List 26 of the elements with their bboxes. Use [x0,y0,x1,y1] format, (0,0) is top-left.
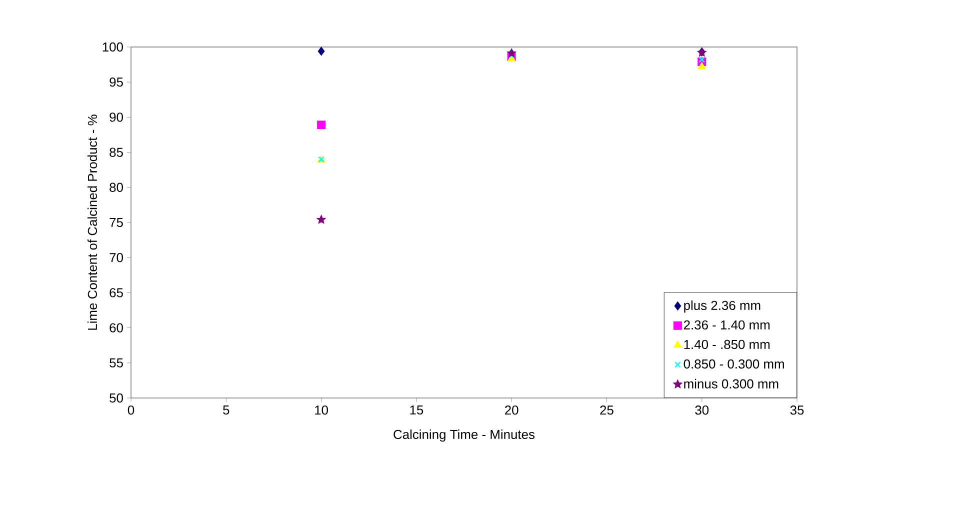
y-tick-label: 65 [110,288,123,298]
y-tick-label: 55 [110,358,123,368]
legend-label: 0.850 - 0.300 mm [684,359,784,369]
y-tick-label: 70 [110,253,123,262]
legend-label: plus 2.36 mm [684,300,760,313]
y-tick-label: 80 [110,182,123,192]
y-tick-label: 50 [110,393,123,403]
x-tick-label: 15 [410,406,424,415]
legend-label: minus 0.300 mm [684,378,778,388]
legend-label: 2.36 - 1.40 mm [684,320,770,330]
x-tick-label: 0 [128,406,134,415]
y-tick-label: 95 [110,78,123,87]
x-tick-label: 30 [695,406,709,415]
x-tick-label: 25 [600,406,614,415]
x-tick-label: 10 [315,406,328,415]
y-tick-label: 75 [110,218,123,228]
x-axis-title: Calcining Time - Minutes [394,430,535,442]
y-tick-label: 85 [110,148,123,157]
legend-label: 1.40 - .850 mm [684,340,770,350]
x-tick-label: 20 [505,406,518,415]
y-tick-label: 100 [102,42,123,52]
x-tick-label: 5 [223,406,230,415]
y-tick-label: 90 [110,112,123,122]
y-axis-title: Lime Content of Calcined Product - % [88,114,98,330]
x-tick-label: 35 [790,406,804,415]
y-tick-label: 60 [110,323,123,332]
